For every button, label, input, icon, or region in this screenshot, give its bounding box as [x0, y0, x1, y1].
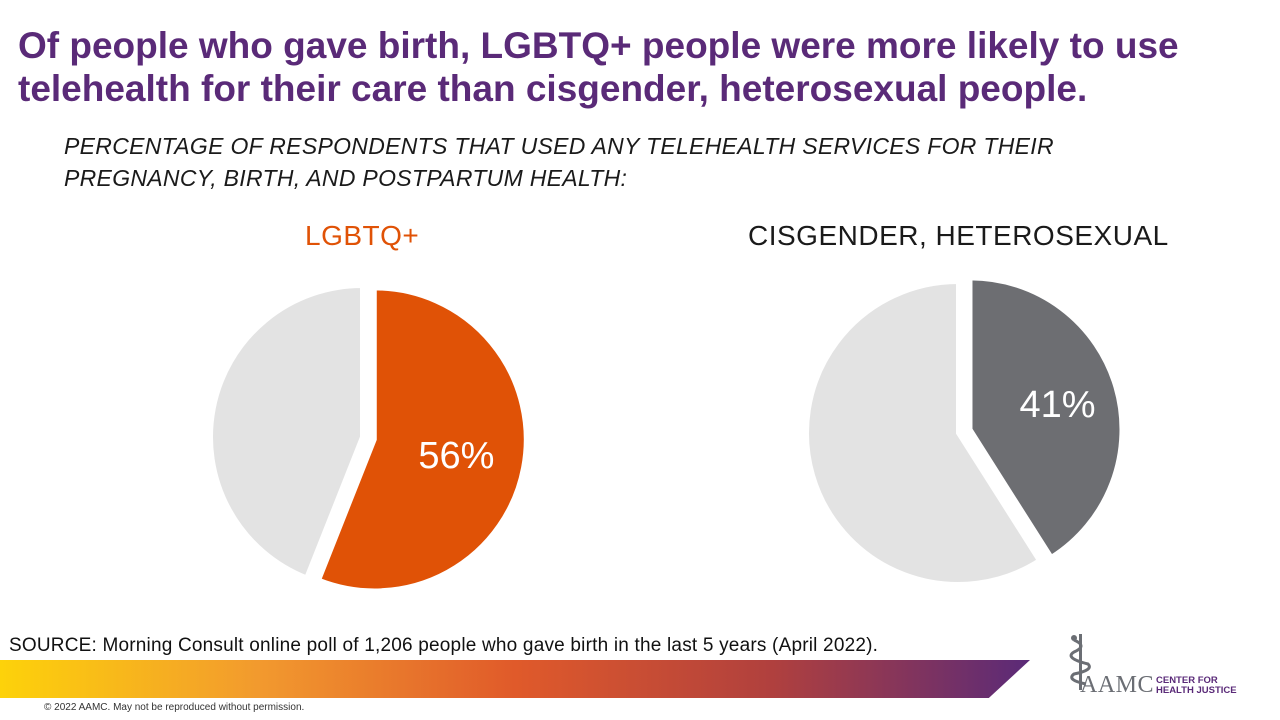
aamc-logo: AAMC CENTER FOR HEALTH JUSTICE: [1060, 632, 1260, 702]
page-title: Of people who gave birth, LGBTQ+ people …: [18, 25, 1179, 109]
caduceus-icon: [1069, 634, 1091, 690]
pie-slice-lgbtq-0: [316, 286, 528, 593]
copyright-notice: © 2022 AAMC. May not be reproduced witho…: [44, 702, 305, 713]
pie-slice-lgbtq-1: [209, 283, 364, 580]
logo-subtext: CENTER FOR HEALTH JUSTICE: [1156, 675, 1237, 696]
logo-wordmark: AAMC: [1080, 672, 1155, 698]
pie-title-lgbtq: LGBTQ+: [305, 220, 420, 251]
pie-label-cisgender-heterosexual: 41%: [1019, 384, 1095, 426]
pie-label-lgbtq: 56%: [418, 435, 494, 477]
chart-subtitle: PERCENTAGE OF RESPONDENTS THAT USED ANY …: [64, 133, 1054, 191]
pie-slice-cisgender-heterosexual-0: [968, 276, 1124, 560]
pie-slice-cisgender-heterosexual-1: [805, 279, 1042, 586]
source-note: SOURCE: Morning Consult online poll of 1…: [9, 635, 879, 656]
pie-title-cisgender-heterosexual: CISGENDER, HETEROSEXUAL: [748, 220, 1169, 251]
footer-gradient-bar: [0, 660, 1030, 698]
